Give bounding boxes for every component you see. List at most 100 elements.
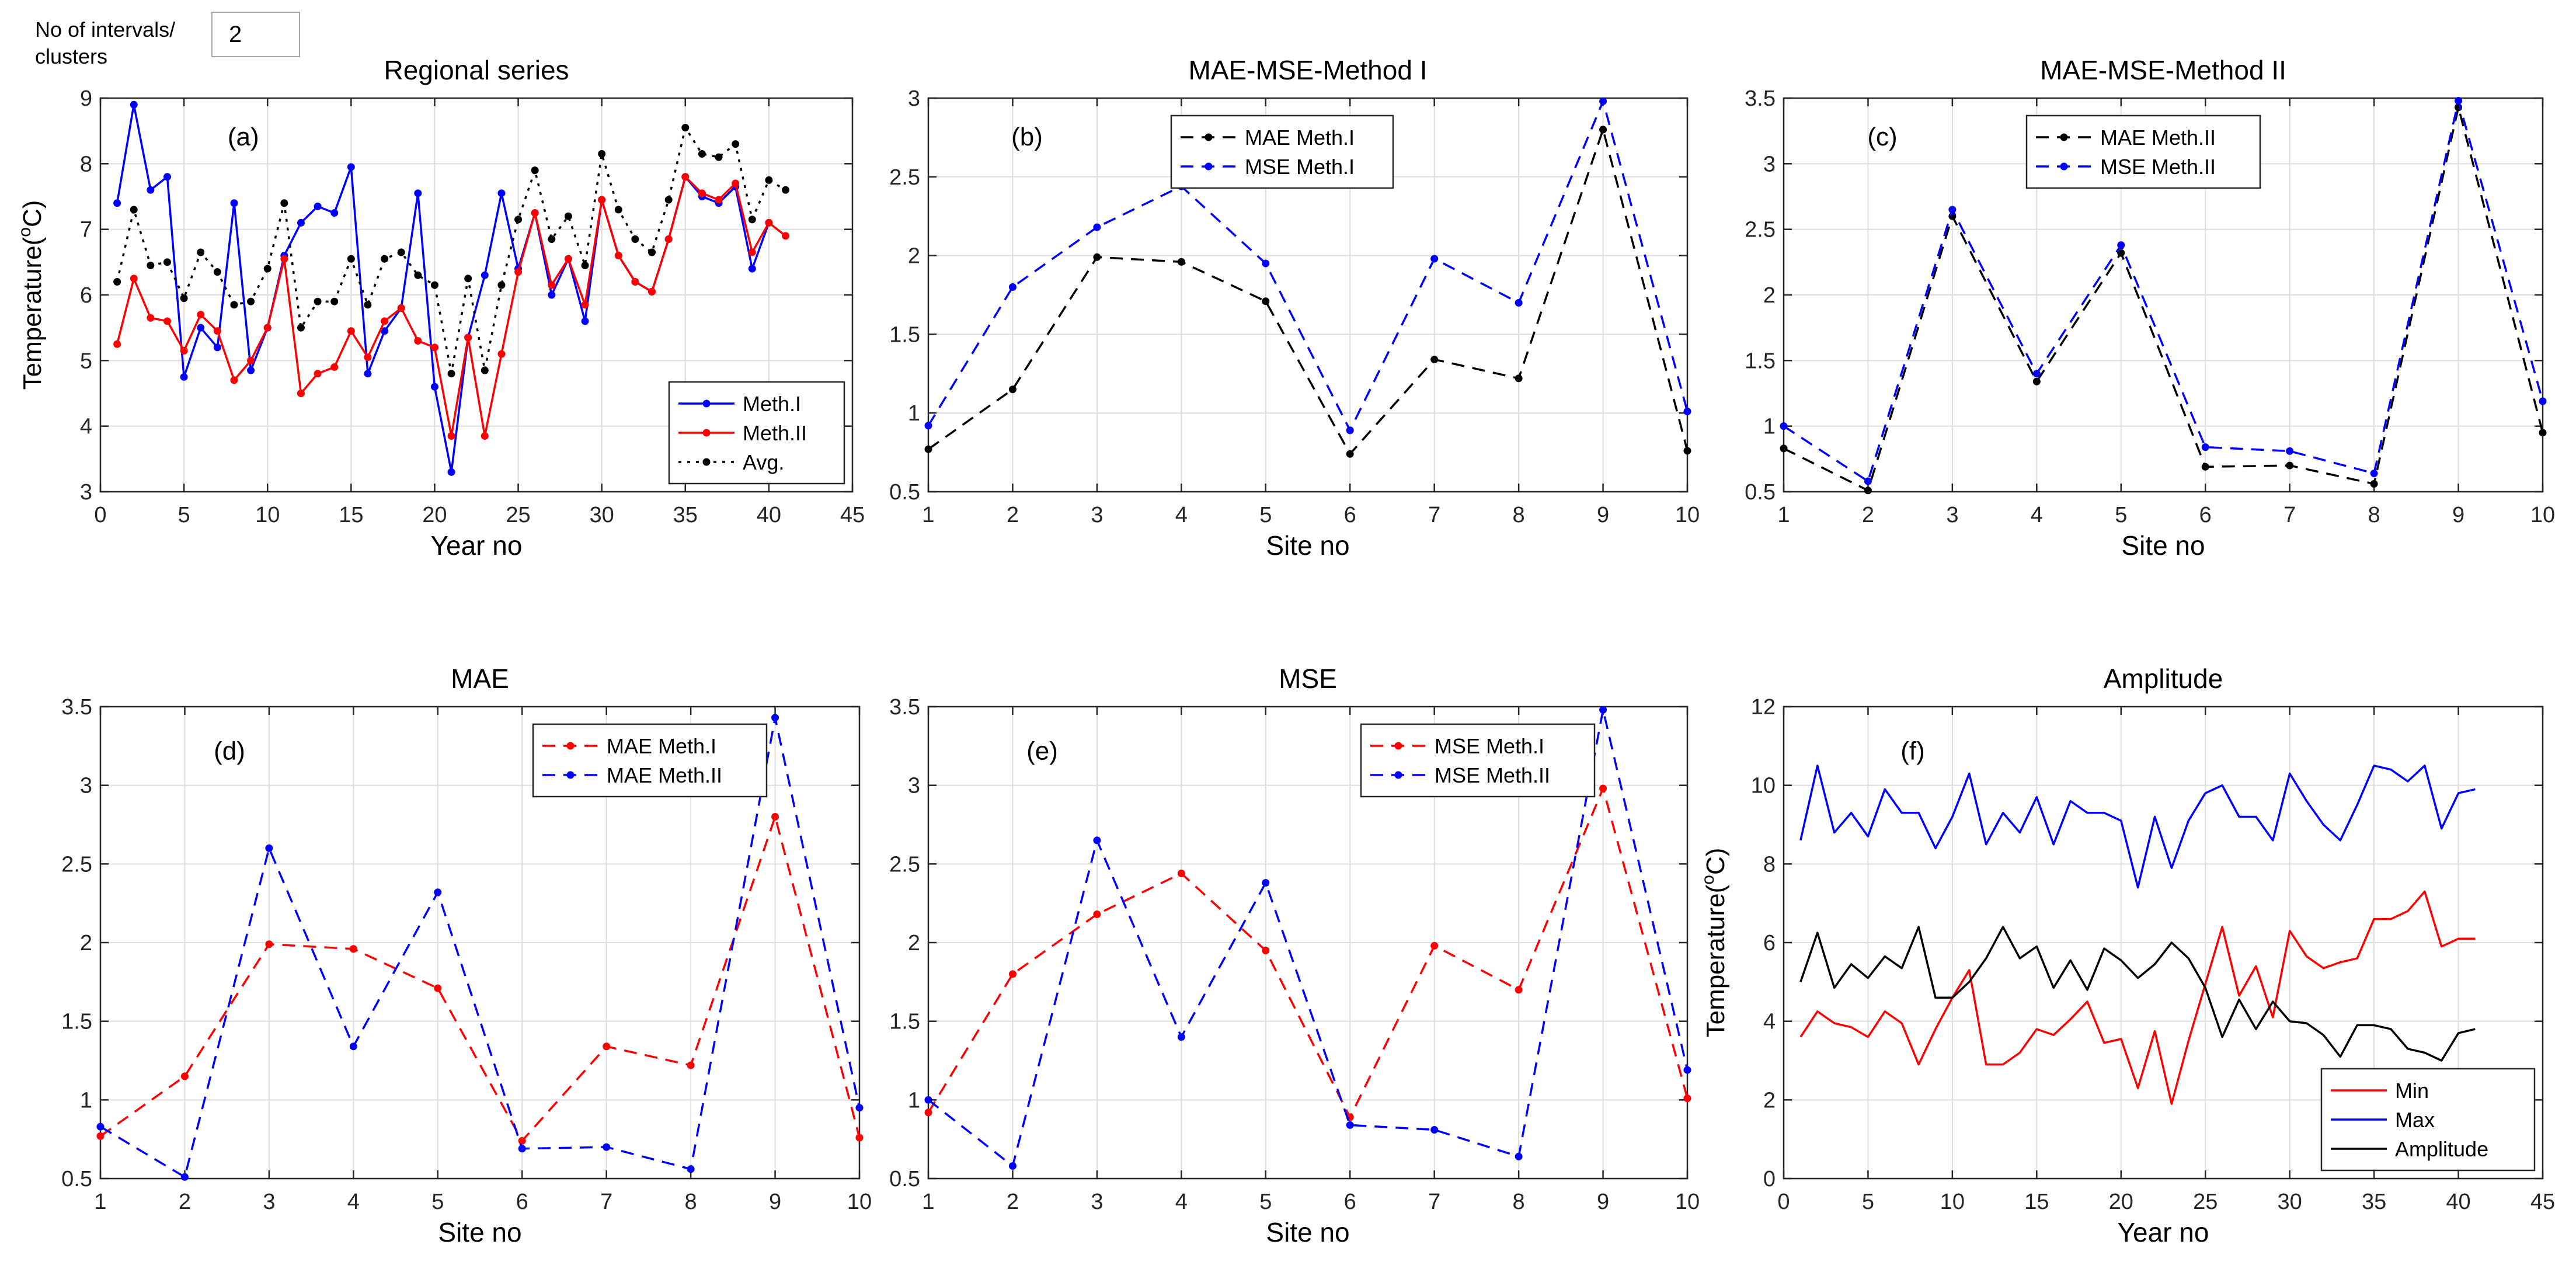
data-point: [1346, 1121, 1354, 1129]
x-axis-label: Year no: [431, 530, 523, 561]
x-tick-label: 20: [2109, 1190, 2133, 1214]
data-point: [715, 153, 723, 161]
data-point: [732, 179, 740, 187]
x-tick-label: 9: [769, 1190, 781, 1214]
data-point: [548, 235, 556, 244]
panel-label: (d): [214, 737, 245, 766]
data-point: [603, 1143, 611, 1151]
data-point: [1093, 223, 1101, 231]
x-tick-label: 5: [2115, 503, 2127, 527]
data-point: [1093, 910, 1101, 919]
x-tick-label: 0: [94, 503, 106, 527]
data-point: [1599, 784, 1607, 793]
x-tick-label: 3: [1091, 503, 1103, 527]
data-point: [397, 304, 405, 312]
data-point: [265, 844, 273, 852]
x-tick-label: 8: [2368, 503, 2380, 527]
data-point: [247, 366, 255, 374]
y-tick-label: 3.5: [1745, 86, 1776, 111]
data-point: [548, 281, 556, 289]
x-tick-label: 10: [255, 503, 280, 527]
data-point: [1683, 408, 1691, 416]
data-point: [698, 150, 706, 158]
legend-entry: Meth.I: [743, 392, 801, 416]
series-line: [927, 708, 1689, 1167]
data-point: [514, 216, 523, 224]
data-point: [213, 343, 221, 352]
y-tick-label: 1: [80, 1088, 92, 1113]
y-tick-label: 2.5: [1745, 218, 1776, 242]
chart-title: MAE-MSE-Method I: [1189, 55, 1428, 85]
data-point: [1346, 426, 1354, 435]
data-point: [1864, 486, 1872, 495]
data-point: [113, 340, 121, 348]
y-tick-label: 2: [80, 931, 92, 955]
legend-marker: [1394, 771, 1402, 779]
data-point: [1262, 297, 1270, 305]
data-point: [180, 346, 188, 355]
x-tick-label: 40: [2446, 1190, 2470, 1214]
data-point: [130, 206, 138, 214]
data-point: [1430, 255, 1439, 263]
data-point: [2286, 461, 2294, 470]
data-point: [2370, 470, 2378, 478]
chart-title: MAE-MSE-Method II: [2040, 55, 2286, 85]
x-tick-label: 3: [1946, 503, 1958, 527]
data-point: [197, 324, 205, 332]
data-point: [364, 301, 372, 309]
data-point: [464, 333, 472, 342]
series-mae-meth-ii: [96, 714, 864, 1181]
data-point: [314, 202, 322, 210]
y-axis-label: Temperature(oC): [15, 200, 47, 390]
data-point: [430, 343, 438, 352]
data-point: [581, 301, 589, 309]
data-point: [782, 232, 790, 240]
series-line: [100, 717, 861, 1179]
legend-marker: [1205, 162, 1213, 171]
y-tick-label: 5: [80, 349, 92, 373]
data-point: [2032, 370, 2041, 378]
y-tick-label: 6: [80, 283, 92, 308]
data-point: [349, 945, 357, 953]
series-line: [927, 787, 1689, 1118]
legend-entry: Min: [2395, 1079, 2429, 1103]
series-mse-meth-ii: [924, 705, 1691, 1170]
data-point: [1515, 374, 1523, 383]
y-tick-label: 2: [908, 244, 920, 269]
data-point: [765, 176, 773, 184]
data-point: [163, 173, 171, 181]
series-min: [1799, 890, 2476, 1105]
x-tick-label: 6: [1344, 503, 1356, 527]
data-point: [297, 390, 305, 397]
legend-entry: MAE Meth.II: [607, 763, 722, 787]
data-point: [2032, 377, 2041, 385]
y-tick-label: 8: [80, 152, 92, 176]
y-tick-label: 2.5: [889, 165, 920, 190]
x-tick-label: 9: [2452, 503, 2464, 527]
data-point: [481, 366, 489, 374]
x-tick-label: 7: [600, 1190, 612, 1214]
x-tick-label: 1: [94, 1190, 106, 1214]
data-point: [434, 888, 442, 896]
x-tick-label: 7: [2283, 503, 2296, 527]
data-point: [514, 268, 523, 276]
legend-entry: MSE Meth.I: [1245, 155, 1355, 179]
y-tick-label: 6: [1763, 931, 1776, 955]
y-tick-label: 10: [1751, 774, 1776, 798]
legend-box: [1360, 723, 1596, 798]
data-point: [1780, 444, 1788, 453]
x-tick-label: 6: [1344, 1190, 1356, 1214]
y-tick-label: 4: [80, 415, 92, 439]
legend-box: [2025, 114, 2261, 189]
data-point: [130, 100, 138, 109]
data-point: [1430, 356, 1439, 364]
legend-marker: [1394, 742, 1402, 750]
data-point: [771, 813, 779, 821]
series-avg-: [113, 124, 790, 378]
x-tick-label: 35: [673, 503, 698, 527]
data-point: [213, 327, 221, 335]
intervals-input[interactable]: [211, 12, 300, 57]
data-point: [414, 189, 422, 197]
